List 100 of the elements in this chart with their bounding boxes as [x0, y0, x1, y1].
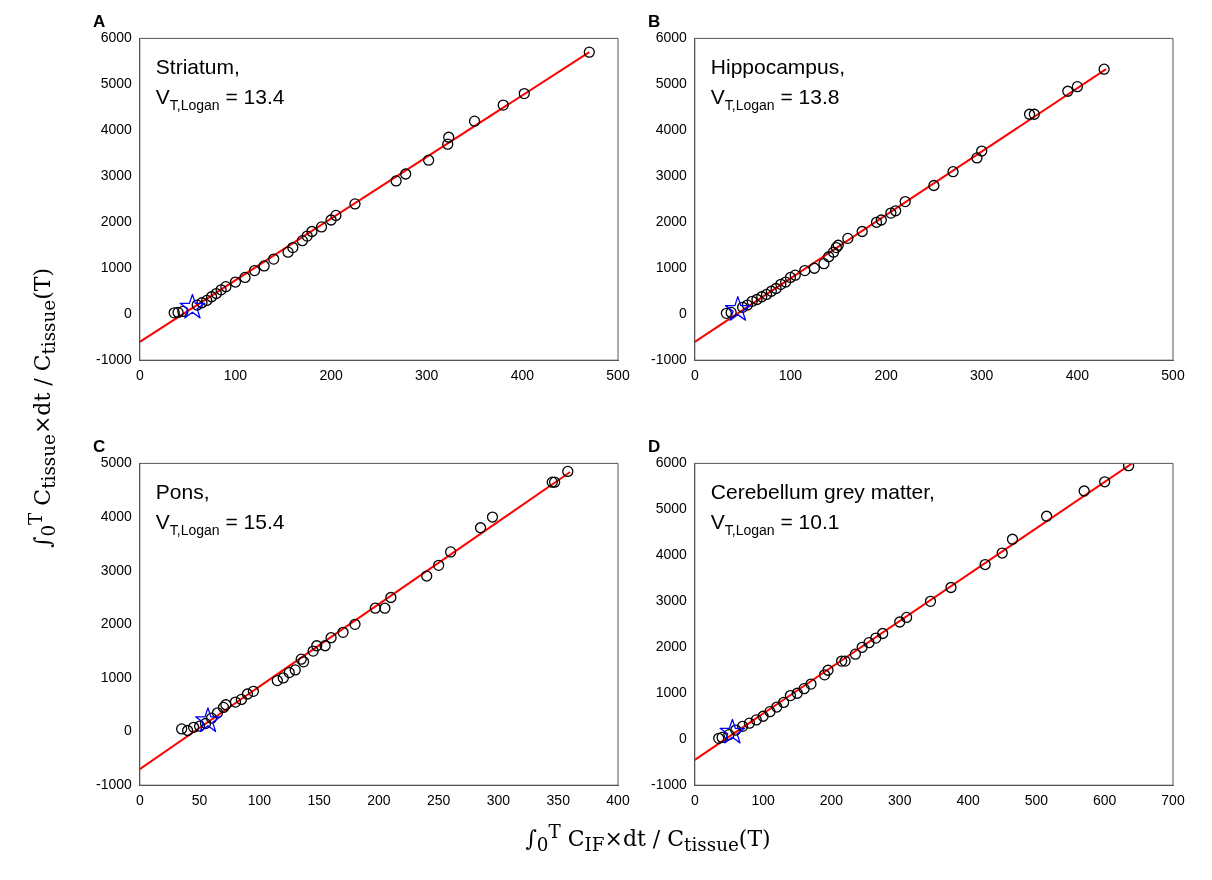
point — [239, 271, 251, 284]
point — [442, 138, 454, 150]
point — [863, 637, 875, 649]
chart-title: C — [93, 436, 106, 456]
x-tick-label: 400 — [510, 367, 535, 384]
y-tick-label: 6000 — [655, 454, 688, 471]
chart-title: A — [93, 11, 106, 31]
point — [444, 546, 457, 558]
y-tick-label: -1000 — [650, 351, 688, 368]
x-tick-label: 500 — [1161, 367, 1185, 384]
point — [181, 724, 194, 737]
point — [856, 641, 868, 653]
point — [849, 648, 861, 660]
point — [856, 225, 868, 238]
point — [877, 627, 889, 640]
x-tick-label: 0 — [690, 792, 699, 809]
y-tick-label: 2000 — [100, 615, 133, 632]
point — [1028, 108, 1040, 120]
point — [751, 293, 763, 306]
point — [818, 258, 830, 270]
point — [842, 232, 854, 245]
point — [870, 632, 882, 644]
point — [215, 284, 227, 296]
y-tick-label: 3000 — [100, 167, 133, 184]
point — [268, 253, 280, 265]
point — [1099, 476, 1111, 488]
point — [172, 306, 184, 319]
point — [771, 701, 783, 713]
y-tick-label: 0 — [679, 730, 688, 747]
y-tick-label: 5000 — [655, 75, 688, 92]
point — [979, 558, 991, 571]
point — [805, 678, 817, 690]
point — [196, 297, 208, 309]
point — [799, 264, 811, 277]
point — [319, 640, 331, 652]
point — [945, 581, 957, 594]
point — [497, 99, 509, 111]
point — [791, 687, 803, 699]
y-tick-label: 2000 — [100, 213, 133, 230]
x-tick-label: 100 — [247, 792, 272, 809]
y-tick-label: 1000 — [655, 259, 688, 276]
point — [976, 145, 988, 157]
point — [211, 707, 224, 719]
x-tick-label: 150 — [307, 792, 332, 809]
point — [379, 602, 391, 614]
chart-title: B — [648, 11, 661, 31]
point — [187, 721, 200, 733]
point — [311, 640, 323, 652]
point — [193, 720, 206, 732]
point — [422, 154, 435, 166]
x-tick-label: 400 — [956, 792, 980, 809]
point — [296, 235, 309, 247]
y-tick-label: 4000 — [100, 507, 133, 524]
point — [349, 618, 361, 630]
point — [194, 707, 221, 733]
point — [827, 246, 840, 258]
point — [875, 214, 887, 226]
point — [720, 307, 733, 319]
point — [210, 287, 222, 300]
annotation: Pons, — [155, 480, 210, 504]
point — [241, 688, 254, 700]
point — [385, 591, 397, 604]
point — [307, 645, 319, 657]
x-tick-label: 100 — [751, 792, 776, 809]
point — [390, 175, 402, 187]
y-tick-label: 4000 — [655, 121, 688, 138]
point — [315, 221, 328, 233]
point — [741, 299, 754, 311]
point — [1062, 85, 1074, 97]
point — [443, 131, 455, 143]
chart-title: D — [648, 436, 661, 456]
point — [369, 602, 381, 614]
point — [760, 288, 773, 301]
point — [1006, 533, 1019, 545]
point — [271, 674, 283, 687]
point — [247, 685, 260, 697]
x-tick-label: 300 — [970, 367, 994, 384]
point — [746, 295, 758, 308]
x-axis-title: ∫$_{0}$$^{T}$ C$_{IF}$×dt / C$_{tissue}$(T) — [525, 820, 771, 856]
point — [890, 205, 902, 217]
y-tick-label: 4000 — [100, 121, 133, 138]
y-tick-label: 5000 — [100, 454, 133, 471]
point — [400, 168, 412, 180]
point — [283, 666, 295, 679]
point — [168, 307, 180, 319]
point — [433, 559, 445, 571]
x-tick-label: 400 — [606, 792, 630, 809]
point — [518, 87, 530, 100]
point — [220, 281, 232, 293]
point — [205, 291, 218, 303]
x-tick-label: 200 — [874, 367, 898, 384]
point — [765, 285, 777, 297]
y-tick-label: 3000 — [655, 167, 688, 184]
point — [289, 664, 301, 676]
point — [822, 664, 834, 676]
point — [306, 225, 318, 238]
x-tick-label: 100 — [778, 367, 803, 384]
x-tick-label: 0 — [135, 792, 144, 809]
point — [277, 672, 289, 684]
point — [337, 626, 349, 638]
